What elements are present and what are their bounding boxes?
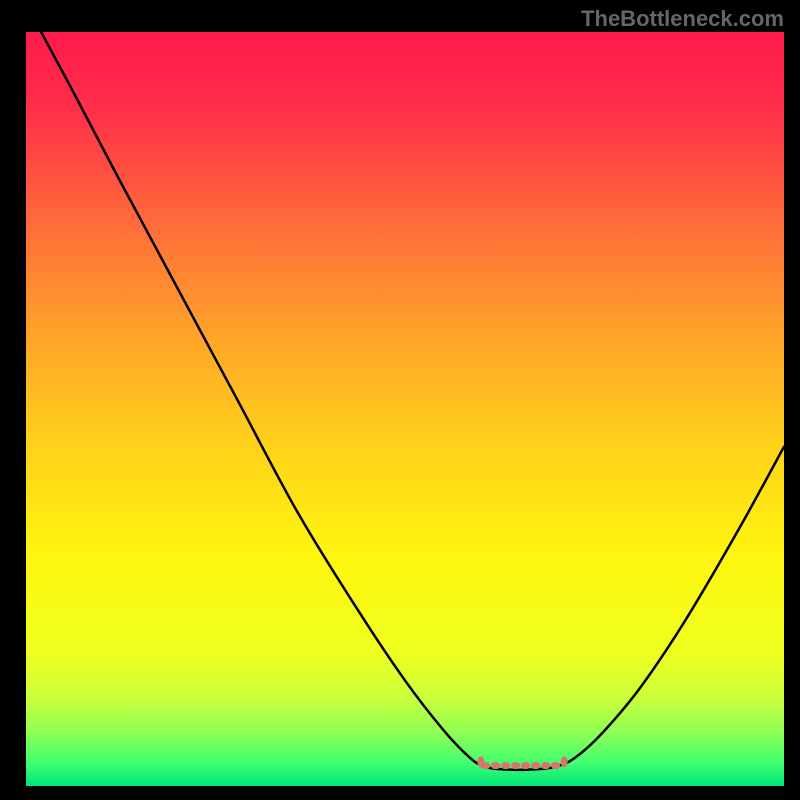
plot-area [26,32,784,786]
chart-container: TheBottleneck.com [0,0,800,800]
gradient-background [26,32,784,786]
watermark-text: TheBottleneck.com [581,6,784,32]
